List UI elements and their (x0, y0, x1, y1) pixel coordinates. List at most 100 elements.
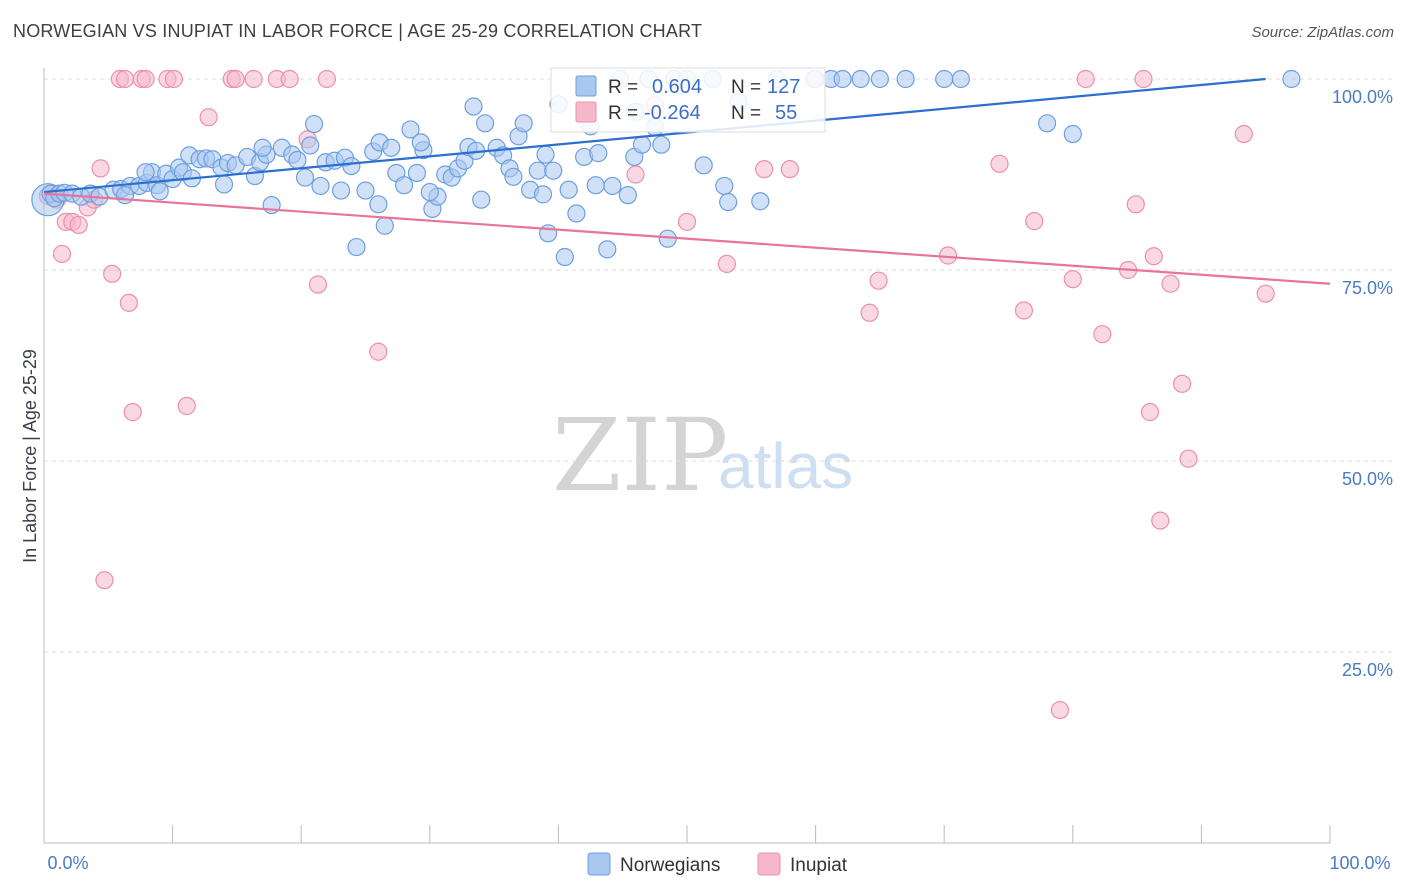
y-tick-label: 100.0% (1332, 87, 1393, 107)
norwegians-point (472, 190, 491, 209)
norwegians-point (411, 133, 430, 152)
norwegians-point (833, 69, 852, 89)
inupiat-point (1179, 449, 1198, 468)
norwegians-point (342, 156, 361, 176)
norwegians-point (347, 237, 366, 257)
y-axis-title: In Labor Force | Age 25-29 (20, 349, 40, 563)
legend-r-value-norwegians: 0.604 (652, 76, 702, 98)
norwegians-point (536, 145, 555, 164)
norwegians-point (586, 176, 605, 195)
norwegians-point (751, 192, 770, 211)
norwegians-point (544, 161, 563, 180)
norwegians-point (528, 161, 547, 180)
watermark-atlas: atlas (718, 430, 853, 502)
legend-n-value-norwegians: 127 (767, 76, 800, 98)
norwegians-point (214, 175, 234, 194)
inupiat-point (226, 69, 245, 89)
norwegians-point (514, 114, 533, 133)
norwegians-point (304, 114, 324, 134)
norwegians-point (288, 150, 307, 170)
inupiat-point (1126, 195, 1145, 214)
norwegians-point (401, 120, 420, 139)
norwegians-point (150, 182, 169, 201)
legend-r-label-norwegians: R = (608, 77, 638, 98)
norwegians-point (420, 182, 439, 202)
legend-swatch-norwegians (575, 75, 597, 97)
legend-n-value-inupiat: 55 (775, 102, 797, 124)
inupiat-point (1234, 124, 1253, 144)
legend-r-value-inupiat: -0.264 (644, 102, 701, 124)
inupiat-point (95, 571, 114, 590)
legend-bottom-label-inupiat: Inupiat (790, 855, 848, 876)
legend-swatch-inupiat (575, 101, 597, 123)
norwegians-point (504, 167, 523, 186)
inupiat-point (1014, 301, 1034, 320)
inupiat-point (103, 264, 122, 283)
norwegians-point (632, 135, 652, 154)
inupiat-point (677, 212, 697, 231)
inupiat-point (717, 254, 736, 273)
norwegians-point (652, 135, 671, 154)
legend-bottom-swatch-norwegians (587, 852, 611, 876)
inupiat-trendline (43, 192, 1331, 285)
legend-r-label-inupiat: R = (608, 103, 638, 124)
inupiat-point (1256, 284, 1275, 303)
inupiat-point (199, 108, 218, 127)
inupiat-point (860, 303, 879, 322)
legend-bottom-label-norwegians: Norwegians (620, 855, 720, 876)
norwegians-point (539, 224, 558, 243)
y-tick-label: 75.0% (1342, 278, 1393, 298)
norwegians-point (331, 181, 351, 200)
legend-box (550, 67, 826, 133)
inupiat-point (280, 69, 299, 89)
inupiat-point (1161, 274, 1180, 293)
inupiat-point (755, 160, 774, 179)
inupiat-point (177, 396, 196, 416)
norwegians-point (951, 69, 971, 89)
inupiat-point (136, 69, 155, 89)
watermark-zip: ZIP (552, 397, 728, 514)
norwegians-point (533, 185, 553, 204)
norwegians-point (375, 216, 394, 235)
norwegians-point (559, 180, 578, 199)
inupiat-point (626, 165, 645, 184)
inupiat-point (369, 342, 388, 361)
norwegians-point (407, 163, 427, 183)
inupiat-point (1151, 511, 1170, 530)
source-label: Source: ZipAtlas.com (1251, 24, 1394, 41)
norwegians-point (1282, 69, 1301, 89)
inupiat-point (1025, 212, 1044, 231)
inupiat-point (1140, 403, 1160, 422)
y-tick-label: 50.0% (1342, 469, 1393, 489)
inupiat-point (115, 69, 135, 89)
inupiat-point (317, 69, 337, 89)
inupiat-point (123, 403, 142, 422)
norwegians-point (253, 138, 272, 157)
trendlines (43, 77, 1331, 285)
legend-bottom-swatch-inupiat (757, 852, 781, 876)
chart-title: NORWEGIAN VS INUPIAT IN LABOR FORCE | AG… (13, 21, 703, 41)
norwegians-point (394, 176, 414, 195)
norwegians-point (475, 114, 495, 133)
inupiat-point (990, 154, 1009, 173)
norwegians-point (382, 138, 401, 157)
norwegians-point (115, 186, 135, 205)
norwegians-point (851, 69, 870, 89)
norwegians-point (618, 186, 637, 205)
norwegians-point (295, 168, 315, 187)
legend-n-label-inupiat: N = (731, 103, 761, 124)
legend-top: R = 0.604 N = 127 R = -0.264 N = 55 (550, 67, 826, 133)
legend-bottom: Norwegians Inupiat (587, 852, 848, 876)
norwegians-point (589, 144, 608, 163)
inupiat-point (1144, 247, 1163, 266)
inupiat-point (1093, 325, 1112, 344)
inupiat-point (244, 69, 263, 89)
norwegians-point (715, 176, 734, 196)
norwegians-point (603, 176, 622, 196)
inupiat-point (1050, 700, 1070, 720)
inupiat-point (308, 275, 328, 294)
inupiat-point (1063, 270, 1082, 289)
norwegians-point (870, 69, 890, 89)
inupiat-point (1076, 69, 1095, 89)
norwegians-point (555, 247, 574, 267)
